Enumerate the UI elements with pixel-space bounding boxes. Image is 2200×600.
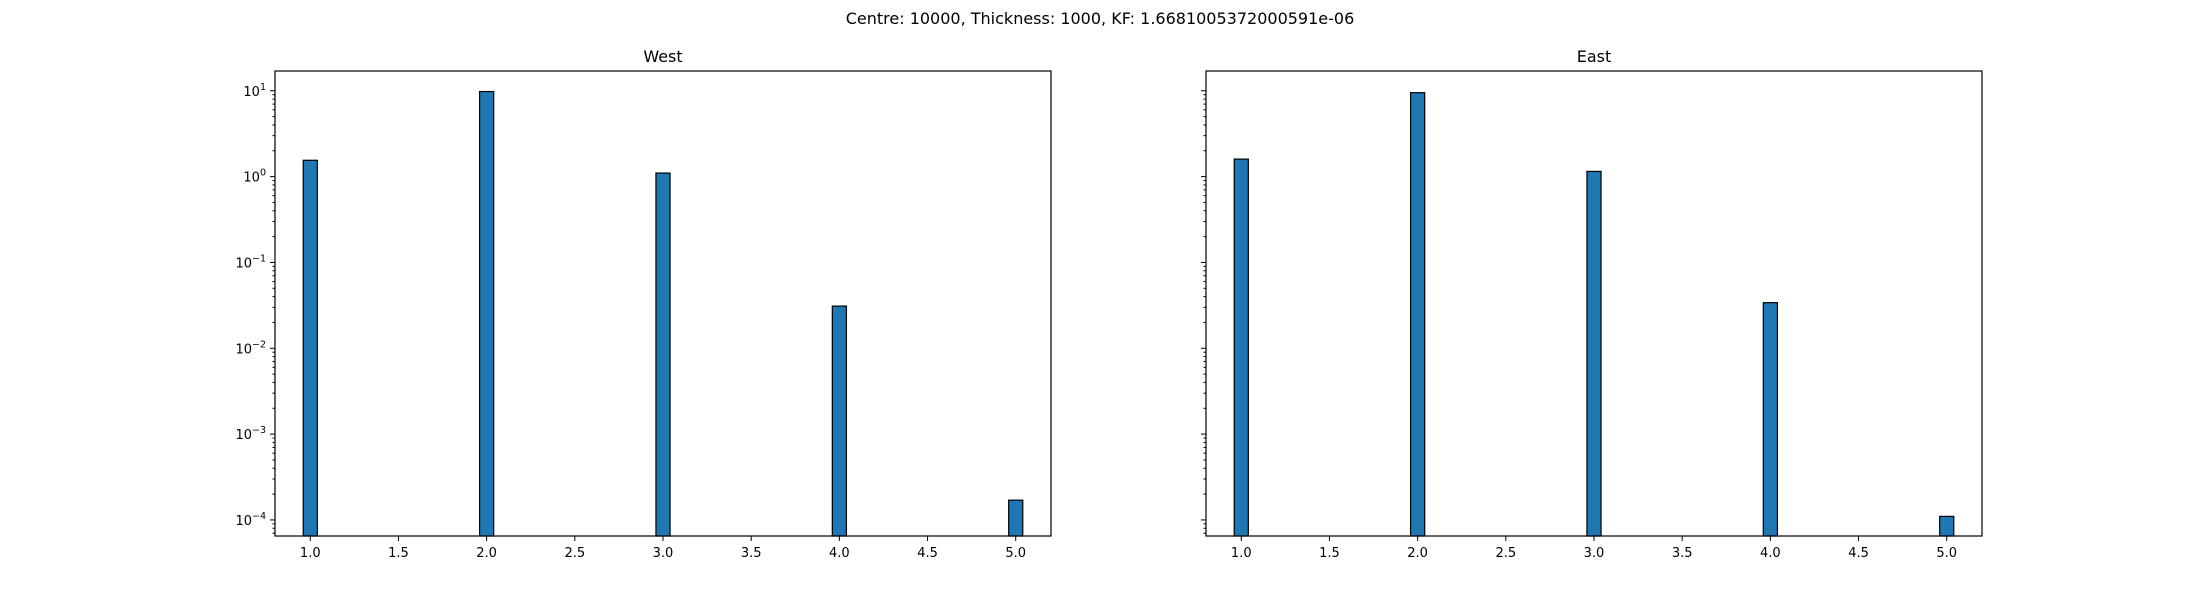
panel-title: East [1577,47,1612,66]
bar-2 [1409,92,1426,537]
x-tick-label: 1.5 [1319,546,1340,561]
x-tick-label: 3.5 [1672,546,1693,561]
panel-title: West [643,47,682,66]
bar-3 [655,172,671,537]
y-tick-base: 10 [235,514,252,529]
x-tick-label: 4.5 [1848,546,1869,561]
y-tick-base: 10 [235,342,252,357]
bar-5 [1008,499,1024,537]
x-tick-label: 1.0 [1231,546,1252,561]
bar-4 [831,305,848,537]
x-tick-label: 1.5 [388,546,409,561]
y-tick-exponent: −4 [252,511,266,522]
y-tick-exponent: 1 [260,82,266,93]
y-tick-exponent: −3 [252,425,266,436]
x-tick-label: 2.0 [476,546,497,561]
x-tick-label: 4.0 [1760,546,1781,561]
y-tick-base: 10 [243,171,260,186]
x-tick-label: 4.0 [829,546,850,561]
y-tick-label: 10−1 [235,253,266,271]
panel-east: East 1.0 1.5 2.0 2.5 3.0 3.5 4.0 4.5 5.0 [1201,47,1983,561]
y-tick-exponent: 0 [260,168,266,179]
y-tick-label: 10−3 [235,425,266,443]
y-tick-label: 101 [243,82,266,100]
y-tick-base: 10 [243,85,260,100]
x-tick-label: 4.5 [917,546,938,561]
x-tick-label: 3.0 [1584,546,1605,561]
bar-4 [1762,302,1779,537]
y-tick-base: 10 [235,428,252,443]
x-tick-label: 5.0 [1936,546,1957,561]
bar-1 [1233,158,1249,537]
bar-5 [1939,515,1955,537]
x-tick-label: 5.0 [1005,546,1026,561]
y-tick-exponent: −1 [252,253,266,264]
x-tick-label: 2.0 [1407,546,1428,561]
y-tick-label: 100 [243,168,266,186]
x-tick-label: 1.0 [300,546,321,561]
bar-2 [478,90,495,537]
x-tick-label: 3.5 [741,546,762,561]
x-tick-label: 3.0 [653,546,674,561]
y-tick-exponent: −2 [252,339,266,350]
y-tick-base: 10 [235,256,252,271]
figure-title: Centre: 10000, Thickness: 1000, KF: 1.66… [846,9,1355,28]
y-tick-label: 10−4 [235,511,266,529]
bar-1 [302,159,318,537]
y-tick-label: 10−2 [235,339,266,357]
bar-3 [1586,170,1602,537]
x-tick-label: 2.5 [564,546,585,561]
x-tick-label: 2.5 [1495,546,1516,561]
